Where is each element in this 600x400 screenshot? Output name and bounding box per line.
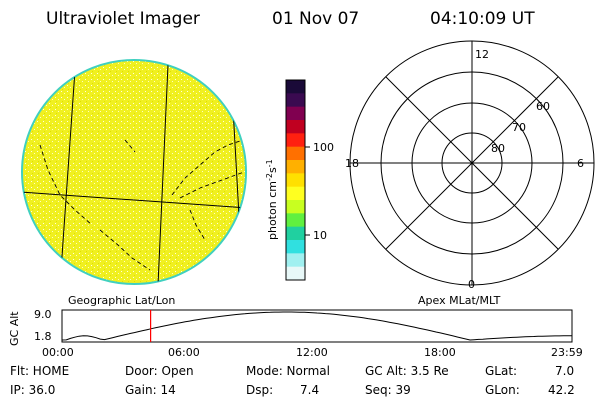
colorbar-segment [286, 80, 305, 94]
glat-value: 7.0 [555, 364, 574, 378]
mlt-12-label: 12 [475, 48, 489, 61]
colorbar-segment [286, 106, 305, 121]
glon-value: 42.2 [548, 383, 575, 397]
geographic-label: Geographic Lat/Lon [68, 294, 175, 307]
colorbar-segment [286, 253, 305, 268]
gcalt-info: GC Alt: 3.5 Re [365, 364, 449, 378]
mlt-6-label: 6 [577, 157, 584, 170]
mlat-60-label: 60 [536, 100, 550, 113]
mlat-70-label: 70 [512, 121, 526, 134]
colorbar-segment [286, 173, 305, 188]
altitude-ytick-top: 9.0 [34, 308, 52, 321]
colorbar-segment [286, 120, 305, 134]
seq-info: Seq: 39 [365, 383, 411, 397]
colorbar-tick-10: 10 [313, 229, 327, 242]
glat-label: GLat: [485, 364, 517, 378]
instrument-title: Ultraviolet Imager [46, 9, 200, 29]
dsp-label: Dsp: [246, 383, 273, 397]
altitude-plot-frame [61, 309, 573, 343]
colorbar-unit-label: photon cm-2s-1 [265, 159, 279, 240]
time-tick-1800: 18:00 [424, 346, 456, 359]
mlt-18-label: 18 [345, 157, 359, 170]
polar-grid [349, 40, 595, 286]
flight-info: Flt: HOME [10, 364, 69, 378]
time-tick-0600: 06:00 [168, 346, 200, 359]
mode-info: Mode: Normal [246, 364, 330, 378]
date-label: 01 Nov 07 [272, 9, 359, 29]
apex-label: Apex MLat/MLT [418, 294, 501, 307]
colorbar-segment [286, 226, 305, 241]
time-tick-2359: 23:59 [551, 346, 583, 359]
dsp-value: 7.4 [300, 383, 319, 397]
colorbar-segment [286, 93, 305, 108]
info-panel: Flt: HOME Door: Open Mode: Normal GC Alt… [10, 364, 575, 397]
ip-info: IP: 36.0 [10, 383, 55, 397]
colorbar-segment [286, 160, 305, 174]
color-bar: 100 10 photon cm-2s-1 [265, 79, 334, 281]
colorbar-segment [286, 213, 305, 228]
altitude-plot: GC Alt 9.0 1.8 00:00 06:00 12:00 18:00 2… [8, 308, 583, 359]
gain-info: Gain: 14 [125, 383, 176, 397]
altitude-ytick-bottom: 1.8 [34, 330, 52, 343]
glon-label: GLon: [485, 383, 520, 397]
colorbar-segment [286, 266, 305, 281]
altitude-curve [61, 311, 572, 341]
door-info: Door: Open [125, 364, 194, 378]
colorbar-segment [286, 200, 305, 214]
coastlines [39, 139, 245, 271]
colorbar-segment [286, 133, 305, 148]
colorbar-segment [286, 240, 305, 254]
mlt-0-label: 0 [468, 278, 475, 291]
earth-image [21, 59, 247, 285]
time-label: 04:10:09 UT [430, 9, 535, 29]
time-tick-0000: 00:00 [42, 346, 74, 359]
mlat-80-label: 80 [491, 142, 505, 155]
polar-labels: 12 18 6 0 60 70 80 [345, 48, 584, 291]
colorbar-segment [286, 146, 305, 161]
time-tick-1200: 12:00 [296, 346, 328, 359]
altitude-ylabel: GC Alt [8, 311, 21, 346]
earth-speckle [23, 61, 245, 283]
colorbar-tick-100: 100 [313, 141, 334, 154]
colorbar-segment [286, 186, 305, 201]
